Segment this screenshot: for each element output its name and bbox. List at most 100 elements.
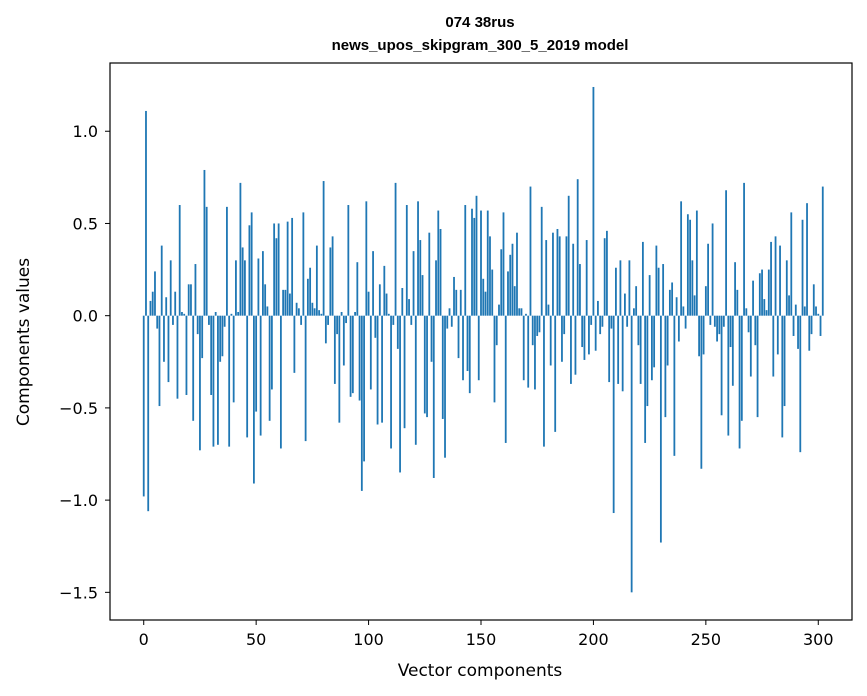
bar <box>698 315 700 357</box>
bar <box>401 288 404 316</box>
bar <box>158 315 161 407</box>
bar <box>752 280 754 316</box>
bar <box>489 236 491 316</box>
bar <box>655 245 658 316</box>
bar <box>738 315 741 449</box>
bar <box>794 304 797 316</box>
bar <box>435 260 437 316</box>
bar <box>601 315 604 327</box>
bar <box>561 315 563 362</box>
bar <box>320 313 323 316</box>
bar <box>552 232 554 316</box>
bar <box>208 315 210 325</box>
bar <box>423 315 426 414</box>
y-axis-ticks: −1.5 −1.0 −0.5 0.0 0.5 1.0 <box>59 122 110 602</box>
bar <box>248 225 251 316</box>
bar <box>432 315 435 478</box>
bar <box>648 275 651 316</box>
x-tick-label: 100 <box>353 630 384 649</box>
bar <box>763 299 766 316</box>
bar <box>583 315 586 360</box>
bar <box>275 238 278 316</box>
bar <box>817 313 820 316</box>
bar <box>324 315 327 344</box>
bar <box>250 212 253 316</box>
bar <box>464 205 467 316</box>
bar <box>219 315 222 362</box>
bar <box>374 315 377 338</box>
bar <box>653 315 656 368</box>
bar <box>657 267 660 316</box>
x-tick-label: 300 <box>803 630 834 649</box>
bar <box>664 315 667 418</box>
bar <box>482 278 485 316</box>
bar <box>799 315 802 453</box>
bar <box>749 315 752 377</box>
bar <box>819 315 822 336</box>
bar <box>729 315 732 348</box>
bar <box>810 315 813 335</box>
bar <box>376 315 379 425</box>
bar <box>462 315 464 381</box>
bar <box>147 315 150 512</box>
bar <box>385 293 388 316</box>
bar <box>572 243 575 316</box>
bar <box>785 260 788 316</box>
bar <box>387 313 390 316</box>
bar <box>783 315 786 407</box>
bar <box>277 223 280 316</box>
bar <box>309 267 312 316</box>
bar <box>637 315 640 346</box>
bar <box>576 179 579 316</box>
bar <box>621 315 624 392</box>
bar <box>408 299 410 316</box>
bar <box>167 315 170 383</box>
bar <box>192 315 195 421</box>
y-tick-label: 0.0 <box>73 307 98 326</box>
bar <box>718 315 721 335</box>
bar <box>284 289 287 316</box>
bar <box>531 315 534 346</box>
bar <box>270 315 273 390</box>
bar <box>156 315 159 329</box>
bar <box>230 313 233 316</box>
bar <box>781 315 784 438</box>
bar <box>349 315 352 397</box>
bar <box>217 315 219 445</box>
bar <box>154 271 156 316</box>
bar-series <box>142 86 824 593</box>
bar <box>527 315 530 388</box>
bar <box>405 205 408 316</box>
bar <box>237 311 240 316</box>
bar <box>455 289 458 316</box>
bar <box>392 315 395 325</box>
bar <box>684 315 687 329</box>
bar <box>378 284 381 316</box>
bar <box>306 278 309 316</box>
bar <box>682 306 685 316</box>
y-tick-label: −1.5 <box>59 583 98 602</box>
bar <box>630 315 633 593</box>
bar <box>244 260 246 316</box>
bar <box>212 315 215 447</box>
bar <box>226 206 228 316</box>
x-tick-label: 0 <box>139 630 149 649</box>
bar <box>776 315 779 355</box>
bar <box>693 295 696 316</box>
bar <box>313 308 316 316</box>
bar <box>473 217 476 316</box>
bar <box>356 262 359 316</box>
bar <box>190 284 192 316</box>
bar <box>743 182 745 316</box>
bar <box>381 315 383 423</box>
bar <box>199 315 201 451</box>
bar <box>565 236 568 316</box>
bar <box>536 315 539 336</box>
bar <box>606 230 608 316</box>
bar <box>612 315 615 514</box>
bar <box>803 306 806 316</box>
bar <box>790 212 793 316</box>
bar <box>720 315 723 416</box>
bar <box>210 315 213 395</box>
bar <box>304 315 307 442</box>
